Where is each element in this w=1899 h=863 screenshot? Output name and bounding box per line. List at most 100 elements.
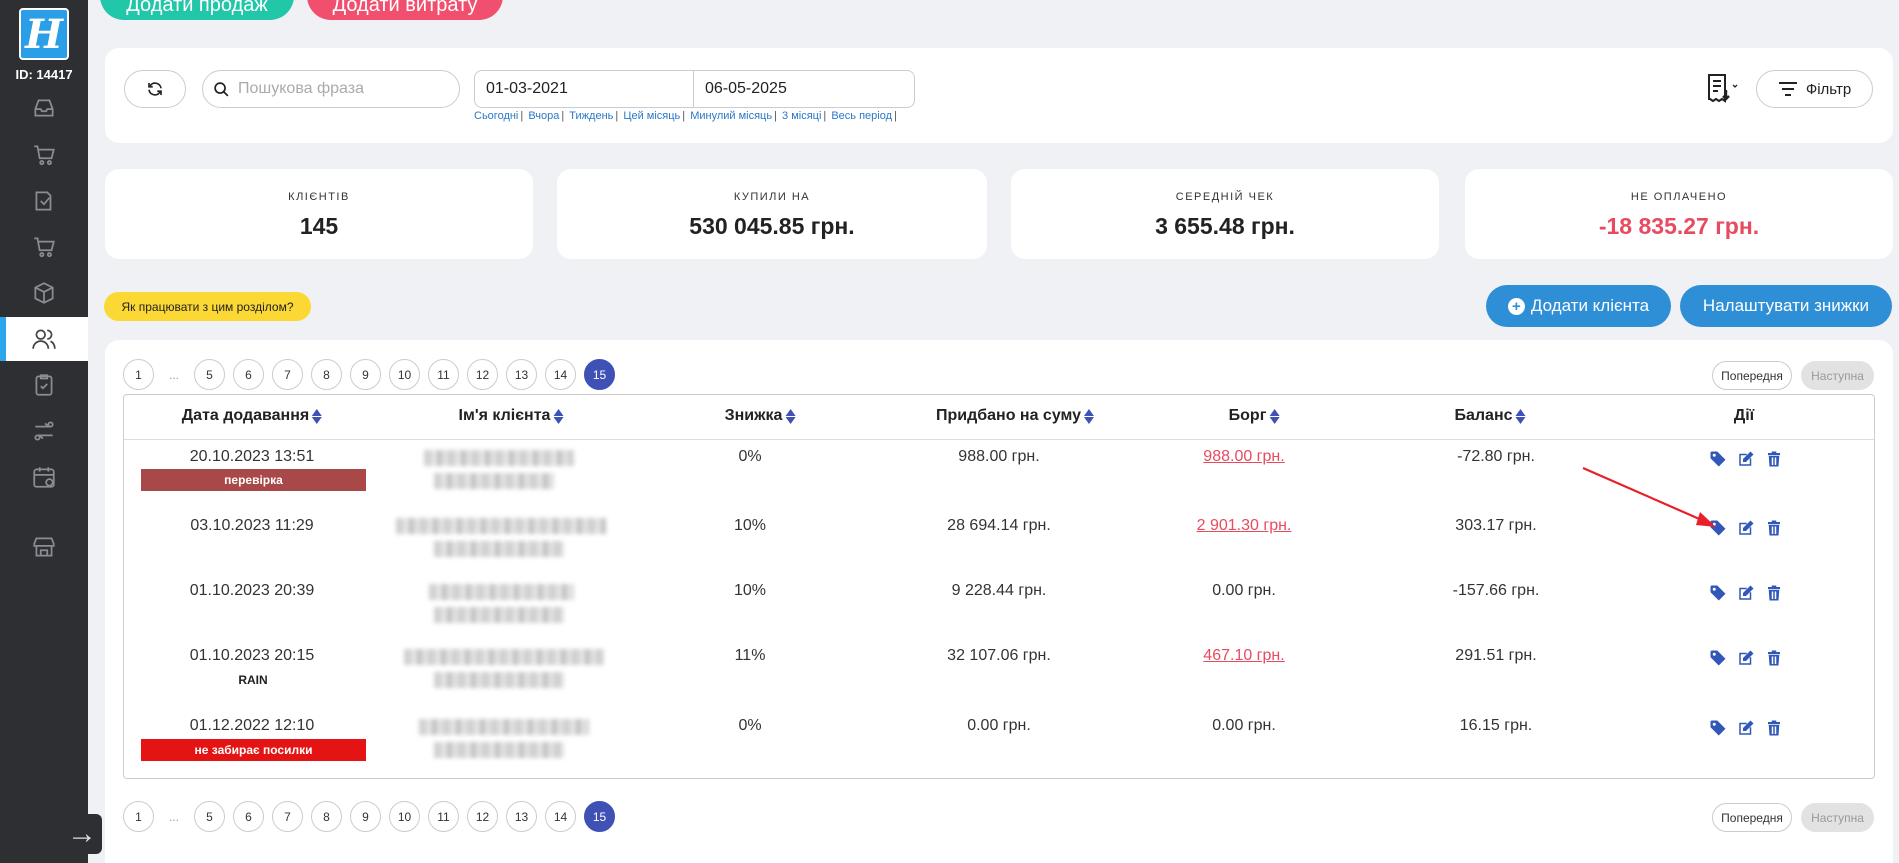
page-button[interactable]: 6 [233,359,264,390]
page-button[interactable]: 8 [311,359,342,390]
quick-link-last-month[interactable]: Минулий місяць [690,110,773,122]
configure-discounts-button[interactable]: Налаштувати знижки [1680,285,1892,327]
store-icon[interactable] [0,525,88,569]
page-button[interactable]: 5 [194,359,225,390]
column-header-discount[interactable]: Знижка [725,407,796,425]
add-sale-button[interactable]: Додати продаж [100,0,294,20]
filter-button[interactable]: Фільтр [1756,70,1873,108]
quick-link-all-time[interactable]: Весь період [831,110,892,122]
page-button[interactable]: 14 [545,359,576,390]
client-phone-redacted [434,672,564,688]
page-button[interactable]: 9 [350,359,381,390]
column-header-debt[interactable]: Борг [1229,407,1280,425]
users-icon[interactable] [0,317,88,361]
help-button[interactable]: Як працювати з цим розділом? [104,292,311,321]
edit-icon[interactable] [1737,649,1755,667]
clipboard-icon[interactable] [0,363,88,407]
dashboard-icon[interactable] [0,86,88,130]
tag-icon[interactable] [1709,649,1727,667]
prev-page-button[interactable]: Попередня [1712,803,1792,832]
tag-icon[interactable] [1709,584,1727,602]
cell-debt-link[interactable]: 467.10 грн. [1203,647,1285,664]
cell-debt-link[interactable]: 988.00 грн. [1203,448,1285,465]
page-button[interactable]: 5 [194,801,225,832]
cell-debt-link[interactable]: 2 901.30 грн. [1196,517,1292,534]
quick-link-this-month[interactable]: Цей місяць [623,110,681,122]
export-icon[interactable] [1700,68,1744,108]
page-button-current[interactable]: 15 [584,359,615,390]
client-name-redacted[interactable] [429,584,574,600]
cart-icon[interactable] [0,133,88,177]
column-header-purchased[interactable]: Придбано на суму [936,407,1095,425]
page-button[interactable]: 1 [123,801,154,832]
sort-icon[interactable] [1515,408,1526,424]
page-button[interactable]: 7 [272,359,303,390]
page-button[interactable]: 11 [428,359,459,390]
quick-link-3-months[interactable]: 3 місяці [782,110,822,122]
shopping-cart-icon[interactable] [0,225,88,269]
edit-icon[interactable] [1737,450,1755,468]
edit-icon[interactable] [1737,719,1755,737]
trash-icon[interactable] [1765,584,1783,602]
date-from-input[interactable]: 01-03-2021 [474,70,694,108]
sort-icon[interactable] [312,408,323,424]
page-button[interactable]: 1 [123,359,154,390]
next-page-button[interactable]: Наступна [1801,803,1874,832]
refresh-button[interactable] [124,70,186,108]
add-expense-button[interactable]: Додати витрату [307,0,503,20]
trash-icon[interactable] [1765,519,1783,537]
tag-icon[interactable] [1709,450,1727,468]
page-button[interactable]: 12 [467,801,498,832]
sort-icon[interactable] [1269,408,1280,424]
edit-icon[interactable] [1737,519,1755,537]
quick-link-week[interactable]: Тиждень [569,110,614,122]
page-button[interactable]: 7 [272,801,303,832]
add-client-button[interactable]: + Додати клієнта [1486,285,1671,327]
trash-icon[interactable] [1765,719,1783,737]
sort-icon[interactable] [1084,408,1095,424]
search-input[interactable] [238,80,438,98]
column-header-date[interactable]: Дата додавання [182,407,323,425]
prev-page-button[interactable]: Попередня [1712,361,1792,390]
trash-icon[interactable] [1765,450,1783,468]
column-header-balance[interactable]: Баланс [1454,407,1526,425]
page-button[interactable]: 13 [506,359,537,390]
trash-icon[interactable] [1765,649,1783,667]
client-name-redacted[interactable] [404,649,604,665]
tag-icon[interactable] [1709,519,1727,537]
column-header-name[interactable]: Ім'я клієнта [459,407,564,425]
client-name-redacted[interactable] [419,719,589,735]
arrow-right-icon[interactable]: → [62,814,102,854]
app-logo[interactable]: H [19,8,69,60]
quick-link-yesterday[interactable]: Вчора [528,110,560,122]
page-button[interactable]: 10 [389,801,420,832]
client-tag: RAIN [238,673,268,687]
box-icon[interactable] [0,271,88,315]
quick-link-today[interactable]: Сьогодні [474,110,519,122]
edit-icon[interactable] [1737,584,1755,602]
page-button-current[interactable]: 15 [584,801,615,832]
next-page-button[interactable]: Наступна [1801,361,1874,390]
calendar-icon[interactable] [0,455,88,499]
page-button[interactable]: 10 [389,359,420,390]
client-name-redacted[interactable] [396,518,606,534]
page-button[interactable]: 8 [311,801,342,832]
client-name-redacted[interactable] [424,450,574,466]
sort-icon[interactable] [553,408,564,424]
page-button[interactable]: 11 [428,801,459,832]
date-to-input[interactable]: 06-05-2025 [693,70,915,108]
tag-icon[interactable] [1709,719,1727,737]
search-field[interactable] [202,70,460,108]
stat-unpaid: НЕ ОПЛАЧЕНО -18 835.27 грн. [1465,169,1893,259]
page-button[interactable]: 14 [545,801,576,832]
prev-next-bottom: Попередня Наступна [1712,803,1874,832]
page-button[interactable]: 12 [467,359,498,390]
sidebar: H ID: 14417 [0,0,88,863]
orders-icon[interactable] [0,179,88,223]
exchange-icon[interactable] [0,409,88,453]
sort-icon[interactable] [785,408,796,424]
page-button[interactable]: 9 [350,801,381,832]
page-button[interactable]: 6 [233,801,264,832]
table-row: 01.10.2023 20:15 RAIN 11% 32 107.06 грн.… [124,639,1874,709]
page-button[interactable]: 13 [506,801,537,832]
